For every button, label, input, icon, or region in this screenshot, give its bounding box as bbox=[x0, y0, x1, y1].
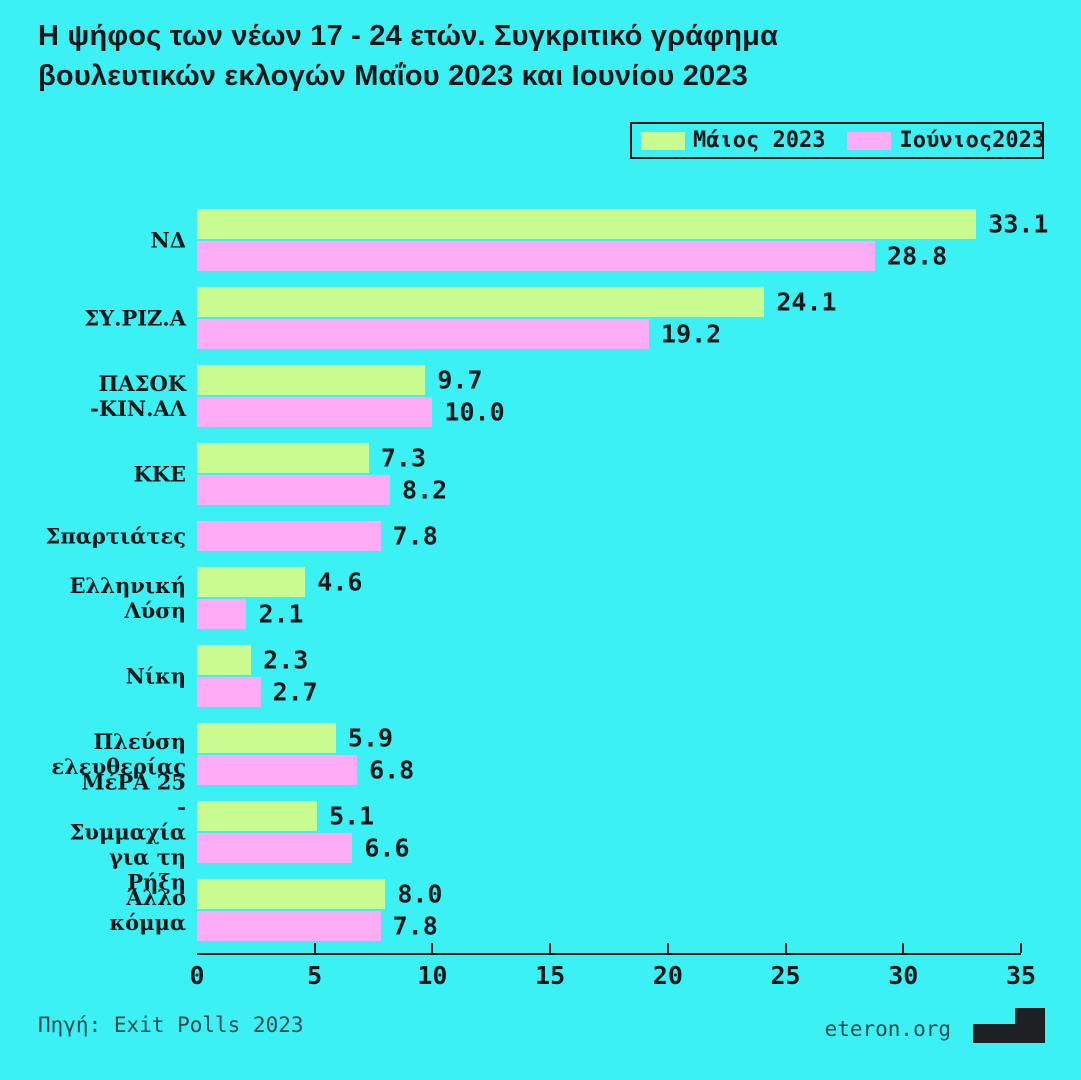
category-label: Σπαρτιάτες bbox=[45, 523, 186, 549]
category-label: ΣΥ.ΡΙΖ.Α bbox=[84, 305, 186, 331]
category-label: Νίκη bbox=[125, 663, 186, 689]
value-label: 6.8 bbox=[369, 755, 415, 785]
axis-tick bbox=[549, 943, 552, 953]
value-label: 33.1 bbox=[988, 209, 1049, 239]
bar-june-2023: 28.8 bbox=[197, 241, 947, 271]
axis-tick bbox=[784, 943, 787, 953]
eteron-logo-icon bbox=[973, 1008, 1045, 1043]
value-label: 5.9 bbox=[347, 723, 394, 753]
bar-june-2023: 8.2 bbox=[197, 475, 447, 505]
axis-tick-label: 10 bbox=[417, 961, 448, 990]
category-label: ΝΔ bbox=[150, 227, 187, 253]
bar-may-2023: 5.9 bbox=[197, 723, 393, 753]
value-label: 2.7 bbox=[272, 677, 318, 707]
bar-may-2023: 4.6 bbox=[197, 567, 362, 597]
axis-tick bbox=[902, 943, 905, 953]
value-label: 7.8 bbox=[392, 911, 438, 941]
value-label: 2.3 bbox=[263, 645, 309, 675]
plot-area: ΝΔ 33.1 28.8 ΣΥ.ΡΙΖ.Α 24.1 19.2 ΠΑΣΟΚ -ΚΙΝ.ΑΛ 9… bbox=[46, 209, 1048, 957]
axis-tick bbox=[1020, 943, 1022, 953]
bar-may-2023: 33.1 bbox=[197, 209, 1048, 239]
bar-group: ΜέΡΑ 25 - Συμμαχία για τη Ρήξη 5.1 6.6 bbox=[70, 770, 1021, 895]
value-label: 10.0 bbox=[444, 397, 505, 427]
value-label: 7.3 bbox=[380, 443, 427, 473]
category-label: Πλεύση ελευθερίας bbox=[51, 729, 186, 779]
value-label: 4.6 bbox=[317, 567, 363, 597]
site-link: eteron.org bbox=[824, 1017, 951, 1041]
bar-may-2023: 24.1 bbox=[197, 287, 837, 317]
x-axis: 0 5 10 15 20 25 30 35 bbox=[189, 943, 1036, 990]
bar-may-2023: 7.3 bbox=[197, 443, 426, 473]
bar-group: ΝΔ 33.1 28.8 bbox=[151, 209, 1048, 271]
bar-group: Σπαρτιάτες 7.8 bbox=[46, 521, 1021, 551]
legend-swatch-may bbox=[641, 131, 685, 150]
bar-june-2023: 2.7 bbox=[197, 677, 318, 707]
bar-group: ΣΥ.ΡΙΖ.Α 24.1 19.2 bbox=[84, 287, 1021, 349]
bar-june-2023: 19.2 bbox=[197, 319, 721, 349]
value-label: 8.0 bbox=[397, 879, 443, 909]
legend: Μάιος 2023 Ιούνιος2023 bbox=[630, 122, 1046, 159]
bar-groups: ΝΔ 33.1 28.8 ΣΥ.ΡΙΖ.Α 24.1 19.2 ΠΑΣΟΚ -ΚΙΝ.ΑΛ 9… bbox=[46, 209, 1048, 941]
category-label: ΜέΡΑ 25 - Συμμαχία για τη Ρήξη bbox=[69, 769, 187, 895]
axis-tick-label: 30 bbox=[888, 961, 919, 990]
bar-june-2023: 10.0 bbox=[197, 397, 505, 427]
value-label: 9.7 bbox=[437, 365, 483, 395]
axis-tick-label: 25 bbox=[770, 961, 801, 990]
bar-june-2023: 2.1 bbox=[197, 599, 304, 629]
axis-tick bbox=[431, 943, 434, 953]
bar-june-2023: 6.8 bbox=[197, 755, 414, 785]
value-label: 19.2 bbox=[661, 319, 722, 349]
bar-june-2023: 6.6 bbox=[197, 833, 410, 863]
bar-group: Άλλο κόμμα 8.0 7.8 bbox=[109, 879, 1021, 941]
bar-may-2023: 9.7 bbox=[197, 365, 483, 395]
axis-tick-label: 5 bbox=[307, 961, 323, 990]
value-label: 8.2 bbox=[402, 475, 448, 505]
bar-group: Ελληνική Λύση 4.6 2.1 bbox=[70, 567, 1021, 629]
value-label: 6.6 bbox=[364, 833, 410, 863]
value-label: 5.1 bbox=[329, 801, 375, 831]
source-note: Πηγή: Exit Polls 2023 bbox=[38, 1013, 304, 1037]
bar-may-2023: 5.1 bbox=[197, 801, 374, 831]
value-label: 24.1 bbox=[776, 287, 837, 317]
legend-label-june: Ιούνιος2023 bbox=[899, 128, 1046, 153]
footer-branding: eteron.org bbox=[825, 1008, 1045, 1043]
value-label: 28.8 bbox=[887, 241, 948, 271]
chart-title: Η ψήφος των νέων 17 - 24 ετών. Συγκριτικ… bbox=[38, 20, 779, 92]
category-label: ΚΚΕ bbox=[133, 461, 186, 487]
axis-tick-label: 20 bbox=[652, 961, 683, 990]
bar-june-2023: 7.8 bbox=[197, 521, 438, 551]
axis-tick-label: 15 bbox=[535, 961, 566, 990]
bar-group: Πλεύση ελευθερίας 5.9 6.8 bbox=[51, 723, 1021, 785]
bar-group: ΚΚΕ 7.3 8.2 bbox=[133, 443, 1021, 505]
axis-tick bbox=[666, 943, 669, 953]
bar-group: ΠΑΣΟΚ -ΚΙΝ.ΑΛ 9.7 10.0 bbox=[90, 365, 1021, 427]
bar-june-2023: 7.8 bbox=[197, 911, 438, 941]
bar-group: Νίκη 2.3 2.7 bbox=[126, 645, 1021, 707]
axis-tick-label: 0 bbox=[189, 961, 205, 990]
bar-may-2023: 2.3 bbox=[197, 645, 308, 675]
category-label: Άλλο κόμμα bbox=[109, 885, 186, 935]
legend-swatch-june bbox=[847, 131, 892, 150]
category-label: Ελληνική Λύση bbox=[69, 573, 186, 623]
value-label: 7.8 bbox=[392, 521, 438, 551]
bar-may-2023: 8.0 bbox=[197, 879, 442, 909]
axis-tick bbox=[313, 943, 316, 953]
legend-label-may: Μάιος 2023 bbox=[693, 128, 826, 153]
axis-tick-label: 35 bbox=[1005, 961, 1037, 990]
value-label: 2.1 bbox=[258, 599, 304, 629]
category-label: ΠΑΣΟΚ -ΚΙΝ.ΑΛ bbox=[90, 371, 186, 421]
